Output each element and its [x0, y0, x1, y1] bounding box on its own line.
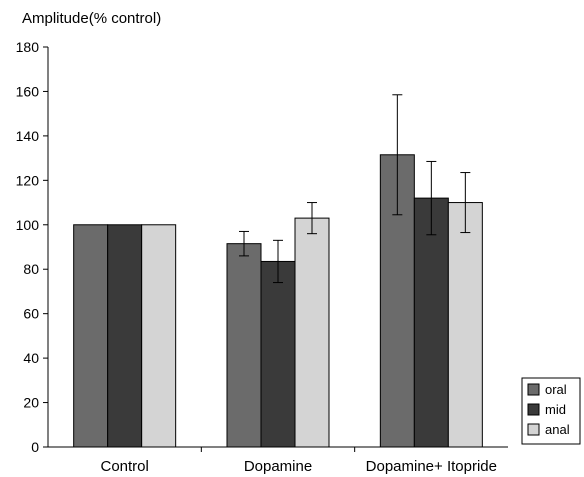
bar-mid-2: [413, 197, 449, 448]
x-tick-label: Dopamine+ Itopride: [366, 458, 497, 475]
bar-oral-1: [226, 243, 262, 448]
y-tick-label: 140: [16, 128, 40, 144]
legend-swatch-anal: [527, 423, 540, 436]
legend-swatch-mid: [527, 403, 540, 416]
bar-mid-0: [107, 224, 143, 448]
bar-anal-1: [294, 217, 330, 448]
y-tick-label: 80: [23, 261, 39, 277]
y-tick-label: 120: [16, 172, 40, 188]
legend-swatch-oral: [527, 383, 540, 396]
y-tick-label: 20: [23, 395, 39, 411]
legend-label-mid: mid: [545, 402, 566, 417]
bar-anal-0: [141, 224, 177, 448]
legend-label-anal: anal: [545, 422, 570, 437]
y-tick-label: 100: [16, 217, 40, 233]
y-tick-label: 160: [16, 83, 40, 99]
x-tick-label: Control: [100, 458, 148, 475]
bar-anal-2: [447, 202, 483, 448]
plot-area: 0 20 40 60 80 100 120 140 160 180 Control Dopamine D…: [16, 39, 508, 475]
legend: oral mid anal: [521, 377, 581, 445]
bar-mid-1: [260, 260, 296, 448]
x-tick-label: Dopamine: [244, 458, 312, 475]
y-tick-label: 40: [23, 350, 39, 366]
y-axis-label: Amplitude(% control): [22, 10, 161, 27]
y-tick-label: 180: [16, 39, 40, 55]
legend-label-oral: oral: [545, 382, 567, 397]
y-tick-label: 0: [31, 439, 39, 455]
y-tick-label: 60: [23, 306, 39, 322]
bar-oral-0: [73, 224, 109, 448]
